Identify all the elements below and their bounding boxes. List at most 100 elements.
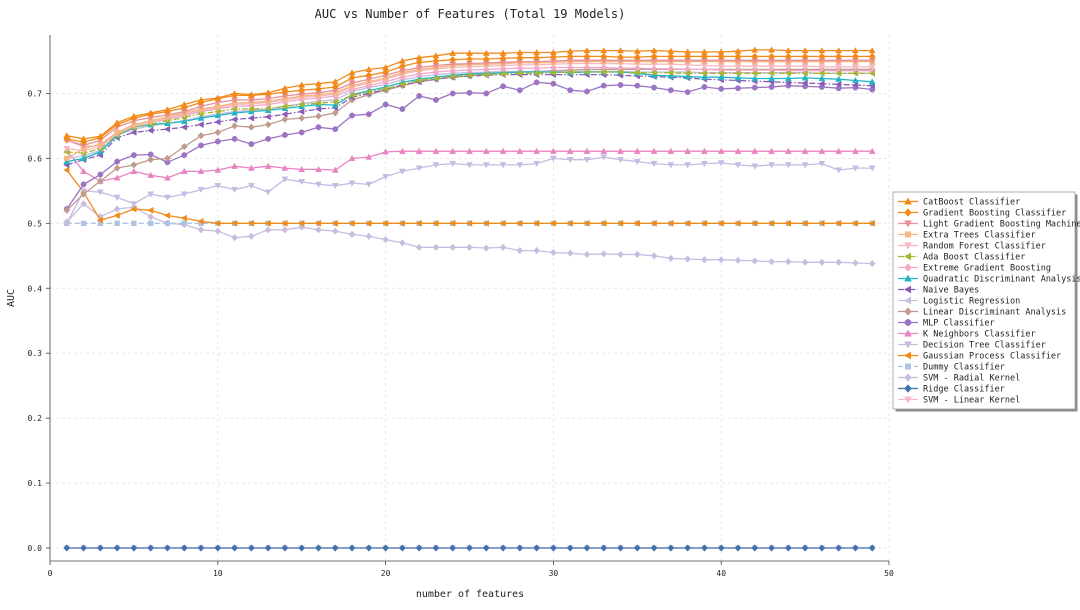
series-svm-radial-kernel — [63, 200, 876, 268]
data-point — [231, 115, 238, 123]
data-point — [298, 219, 305, 227]
legend-label: Random Forest Classifier — [923, 242, 1046, 252]
data-point — [382, 544, 389, 552]
legend-label: CatBoost Classifier — [923, 198, 1020, 208]
data-point — [314, 99, 322, 107]
data-point — [600, 147, 608, 154]
data-point — [416, 93, 423, 99]
legend-entry: Light Gradient Boosting Machine — [898, 220, 1080, 230]
data-point — [700, 160, 708, 168]
data-point — [332, 126, 339, 133]
data-point — [382, 148, 390, 155]
data-point — [465, 71, 473, 79]
legend-label: K Neighbors Classifier — [923, 330, 1036, 340]
data-point — [633, 69, 640, 77]
legend-marker — [904, 197, 912, 205]
data-point — [600, 219, 607, 227]
data-point — [801, 69, 808, 77]
data-point — [466, 89, 473, 96]
data-point — [566, 249, 574, 257]
data-point — [315, 165, 322, 173]
data-point — [298, 108, 305, 116]
data-point — [164, 154, 171, 163]
series-decision-tree-classifier — [63, 154, 876, 227]
legend-label: Light Gradient Boosting Machine — [923, 220, 1080, 230]
data-point — [197, 186, 205, 194]
data-point — [248, 141, 255, 148]
data-point — [97, 177, 104, 185]
data-point — [633, 544, 641, 552]
data-point — [717, 69, 724, 77]
data-point — [113, 194, 121, 201]
data-point — [868, 52, 876, 61]
series-mlp-classifier — [63, 79, 876, 212]
data-point — [566, 52, 574, 61]
legend-marker — [904, 263, 912, 272]
data-point — [499, 243, 507, 252]
data-point — [113, 205, 121, 213]
legend-marker — [904, 384, 912, 393]
data-point — [768, 544, 775, 552]
x-tick-label: 40 — [716, 569, 726, 578]
legend-label: Naive Bayes — [923, 286, 979, 296]
data-point — [97, 171, 104, 178]
data-point — [852, 76, 859, 84]
data-point — [315, 226, 322, 234]
data-point — [231, 219, 238, 227]
data-point — [314, 219, 322, 227]
data-point — [197, 544, 205, 552]
data-point — [415, 147, 423, 154]
data-point — [667, 162, 675, 169]
data-point — [248, 123, 255, 131]
data-point — [482, 219, 489, 227]
data-point — [499, 54, 507, 63]
data-point — [382, 219, 389, 227]
data-point — [751, 74, 759, 82]
legend-marker — [904, 242, 912, 250]
data-point — [399, 62, 406, 70]
data-point — [96, 189, 104, 196]
data-point — [617, 147, 624, 154]
data-point — [550, 53, 557, 61]
data-point — [550, 248, 557, 257]
data-point — [432, 75, 439, 82]
data-point — [868, 78, 876, 85]
data-point — [533, 147, 541, 154]
data-point — [281, 132, 288, 138]
data-point — [382, 173, 390, 181]
data-point — [315, 544, 322, 552]
data-point — [566, 544, 574, 552]
data-point — [248, 232, 255, 240]
data-point — [583, 52, 591, 61]
data-point — [852, 544, 859, 552]
data-point — [818, 52, 826, 61]
data-point — [80, 154, 87, 162]
data-point — [701, 52, 708, 61]
data-point — [315, 80, 322, 87]
data-point — [734, 256, 742, 265]
data-point — [633, 219, 640, 227]
data-point — [147, 156, 155, 164]
data-point — [264, 226, 272, 234]
data-point — [852, 259, 859, 267]
legend-box — [892, 191, 1076, 410]
data-point — [214, 219, 221, 227]
data-point — [818, 258, 826, 266]
data-point — [617, 544, 624, 552]
series-layer — [63, 46, 876, 552]
data-point — [281, 84, 289, 91]
data-point — [784, 74, 792, 82]
data-point — [130, 544, 138, 552]
data-point — [868, 219, 875, 227]
data-point — [331, 544, 339, 552]
legend-marker — [903, 285, 912, 294]
data-point — [516, 147, 524, 154]
x-tick-label: 50 — [884, 569, 894, 578]
data-point — [180, 544, 188, 552]
data-point — [97, 544, 104, 552]
legend-marker — [904, 363, 912, 370]
data-point — [365, 153, 373, 160]
data-point — [365, 88, 372, 96]
data-point — [818, 147, 826, 154]
